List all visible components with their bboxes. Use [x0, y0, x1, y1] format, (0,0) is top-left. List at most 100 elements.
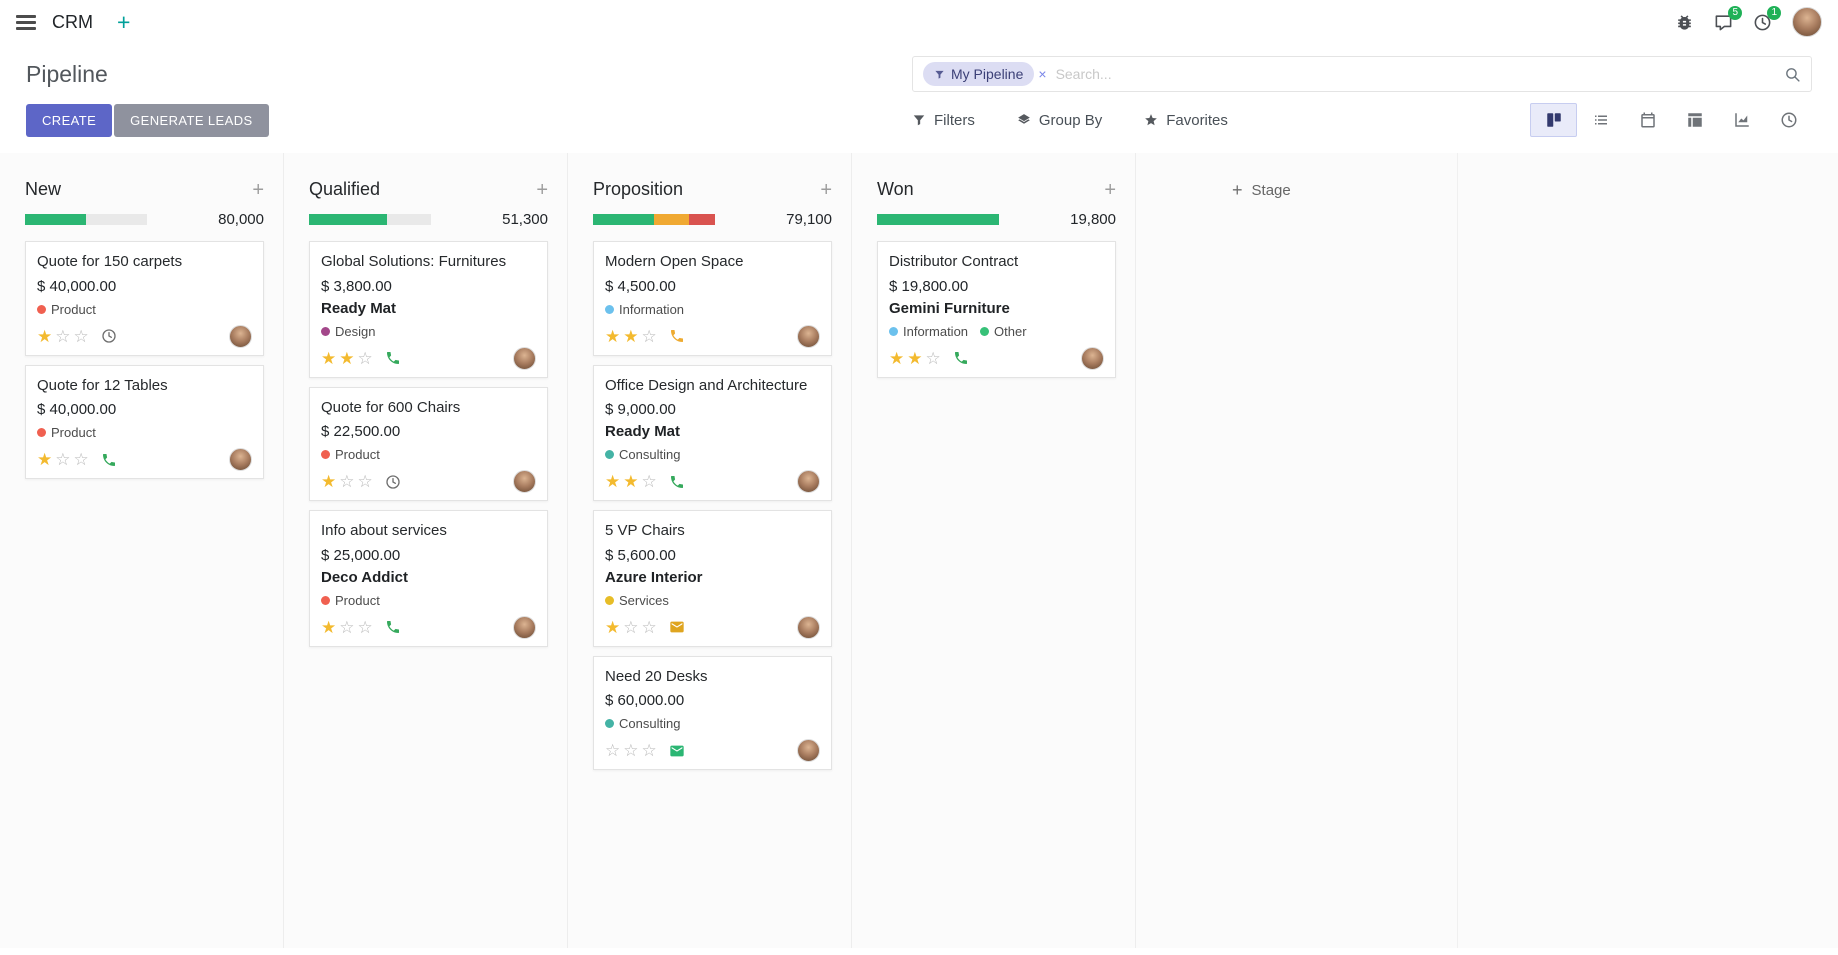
progress-segment[interactable]: [25, 214, 86, 225]
create-button[interactable]: CREATE: [26, 103, 113, 137]
kanban-card[interactable]: Office Design and Architecture $ 9,000.0…: [593, 364, 832, 501]
add-stage-button[interactable]: + Stage: [1232, 181, 1291, 199]
generate-leads-button[interactable]: GENERATE LEADS: [114, 103, 269, 137]
kanban-card[interactable]: Modern Open Space $ 4,500.00 Information…: [593, 241, 832, 356]
star-filled-icon[interactable]: ★: [37, 326, 53, 346]
star-empty-icon[interactable]: ☆: [605, 741, 621, 760]
search-facet[interactable]: My Pipeline: [923, 62, 1035, 86]
quick-create-icon[interactable]: +: [117, 8, 131, 35]
activities-menu[interactable]: 1: [1753, 5, 1781, 32]
messages-menu[interactable]: 5: [1714, 5, 1742, 32]
card-avatar[interactable]: [513, 615, 536, 639]
phone-activity-icon[interactable]: [669, 328, 685, 344]
star-empty-icon[interactable]: ☆: [339, 472, 355, 491]
user-avatar[interactable]: [1792, 7, 1822, 37]
progress-segment[interactable]: [877, 214, 999, 225]
star-empty-icon[interactable]: ☆: [357, 617, 373, 637]
star-filled-icon[interactable]: ★: [907, 348, 923, 368]
remove-facet-icon[interactable]: ×: [1038, 66, 1047, 82]
star-empty-icon[interactable]: ☆: [55, 450, 71, 469]
star-empty-icon[interactable]: ☆: [73, 326, 89, 346]
star-empty-icon[interactable]: ☆: [623, 617, 639, 637]
kanban-card[interactable]: Info about services $ 25,000.00 Deco Add…: [309, 510, 548, 647]
column-quick-add-icon[interactable]: +: [820, 178, 832, 201]
star-empty-icon[interactable]: ☆: [641, 326, 657, 346]
star-filled-icon[interactable]: ★: [321, 348, 337, 368]
star-filled-icon[interactable]: ★: [321, 617, 337, 637]
progress-segment[interactable]: [689, 214, 715, 225]
card-avatar[interactable]: [229, 448, 252, 471]
favorites-button[interactable]: Favorites: [1144, 112, 1228, 129]
column-progressbar[interactable]: [309, 214, 431, 225]
progress-segment[interactable]: [309, 214, 388, 225]
view-kanban-button[interactable]: [1530, 103, 1577, 137]
kanban-card[interactable]: Quote for 600 Chairs $ 22,500.00 Product…: [309, 386, 548, 501]
card-avatar[interactable]: [797, 324, 820, 348]
card-avatar[interactable]: [797, 470, 820, 493]
app-name[interactable]: CRM: [52, 11, 93, 32]
star-filled-icon[interactable]: ★: [605, 326, 621, 346]
star-empty-icon[interactable]: ☆: [357, 348, 373, 368]
view-activity-button[interactable]: [1765, 103, 1812, 137]
clock-activity-icon[interactable]: [101, 328, 117, 344]
view-graph-button[interactable]: [1718, 103, 1765, 137]
view-pivot-button[interactable]: [1671, 103, 1718, 137]
view-calendar-button[interactable]: [1624, 103, 1671, 137]
star-empty-icon[interactable]: ☆: [357, 472, 373, 491]
phone-activity-icon[interactable]: [669, 474, 685, 490]
filters-button[interactable]: Filters: [912, 112, 975, 129]
card-avatar[interactable]: [797, 739, 820, 762]
tag-color-dot: [605, 595, 614, 605]
star-filled-icon[interactable]: ★: [605, 472, 621, 491]
phone-activity-icon[interactable]: [953, 350, 969, 366]
envelope-activity-icon[interactable]: [669, 743, 685, 759]
star-empty-icon[interactable]: ☆: [641, 741, 657, 760]
column-progressbar[interactable]: [593, 214, 715, 225]
envelope-activity-icon[interactable]: [669, 619, 685, 635]
column-quick-add-icon[interactable]: +: [536, 178, 548, 201]
kanban-card[interactable]: Distributor Contract $ 19,800.00 Gemini …: [877, 241, 1116, 378]
kanban-card[interactable]: Global Solutions: Furnitures $ 3,800.00 …: [309, 241, 548, 378]
progress-segment[interactable]: [593, 214, 654, 225]
column-progressbar[interactable]: [25, 214, 147, 225]
column-quick-add-icon[interactable]: +: [252, 178, 264, 201]
column-quick-add-icon[interactable]: +: [1104, 178, 1116, 201]
search-icon[interactable]: [1784, 66, 1801, 83]
kanban-card[interactable]: Quote for 12 Tables $ 40,000.00 Product …: [25, 364, 264, 479]
clock-activity-icon[interactable]: [385, 474, 401, 490]
card-avatar[interactable]: [1081, 346, 1104, 370]
search-input[interactable]: [1055, 66, 1784, 82]
apps-menu-icon[interactable]: [16, 14, 36, 30]
star-empty-icon[interactable]: ☆: [641, 472, 657, 491]
kanban-card[interactable]: 5 VP Chairs $ 5,600.00 Azure Interior Se…: [593, 510, 832, 647]
star-filled-icon[interactable]: ★: [605, 617, 621, 637]
star-empty-icon[interactable]: ☆: [925, 348, 941, 368]
star-filled-icon[interactable]: ★: [623, 472, 639, 491]
card-avatar[interactable]: [229, 324, 252, 348]
star-empty-icon[interactable]: ☆: [73, 450, 89, 469]
star-filled-icon[interactable]: ★: [889, 348, 905, 368]
search-bar[interactable]: My Pipeline ×: [912, 56, 1812, 92]
star-empty-icon[interactable]: ☆: [55, 326, 71, 346]
phone-activity-icon[interactable]: [101, 452, 117, 468]
star-empty-icon[interactable]: ☆: [641, 617, 657, 637]
view-list-button[interactable]: [1577, 103, 1624, 137]
star-filled-icon[interactable]: ★: [623, 326, 639, 346]
kanban-card[interactable]: Need 20 Desks $ 60,000.00 Consulting ☆ ☆ ☆: [593, 655, 832, 770]
star-empty-icon[interactable]: ☆: [623, 741, 639, 760]
group-by-button[interactable]: Group By: [1017, 112, 1102, 129]
card-avatar[interactable]: [797, 615, 820, 639]
star-filled-icon[interactable]: ★: [37, 450, 53, 469]
card-avatar[interactable]: [513, 470, 536, 493]
star-empty-icon[interactable]: ☆: [339, 617, 355, 637]
star-filled-icon[interactable]: ★: [321, 472, 337, 491]
kanban-column: Qualified + 51,300 Global Solutions: Fur…: [284, 153, 568, 948]
phone-activity-icon[interactable]: [385, 619, 401, 635]
star-filled-icon[interactable]: ★: [339, 348, 355, 368]
column-progressbar[interactable]: [877, 214, 999, 225]
debug-menu[interactable]: [1675, 13, 1694, 32]
card-avatar[interactable]: [513, 346, 536, 370]
progress-segment[interactable]: [654, 214, 690, 225]
phone-activity-icon[interactable]: [385, 350, 401, 366]
kanban-card[interactable]: Quote for 150 carpets $ 40,000.00 Produc…: [25, 241, 264, 356]
